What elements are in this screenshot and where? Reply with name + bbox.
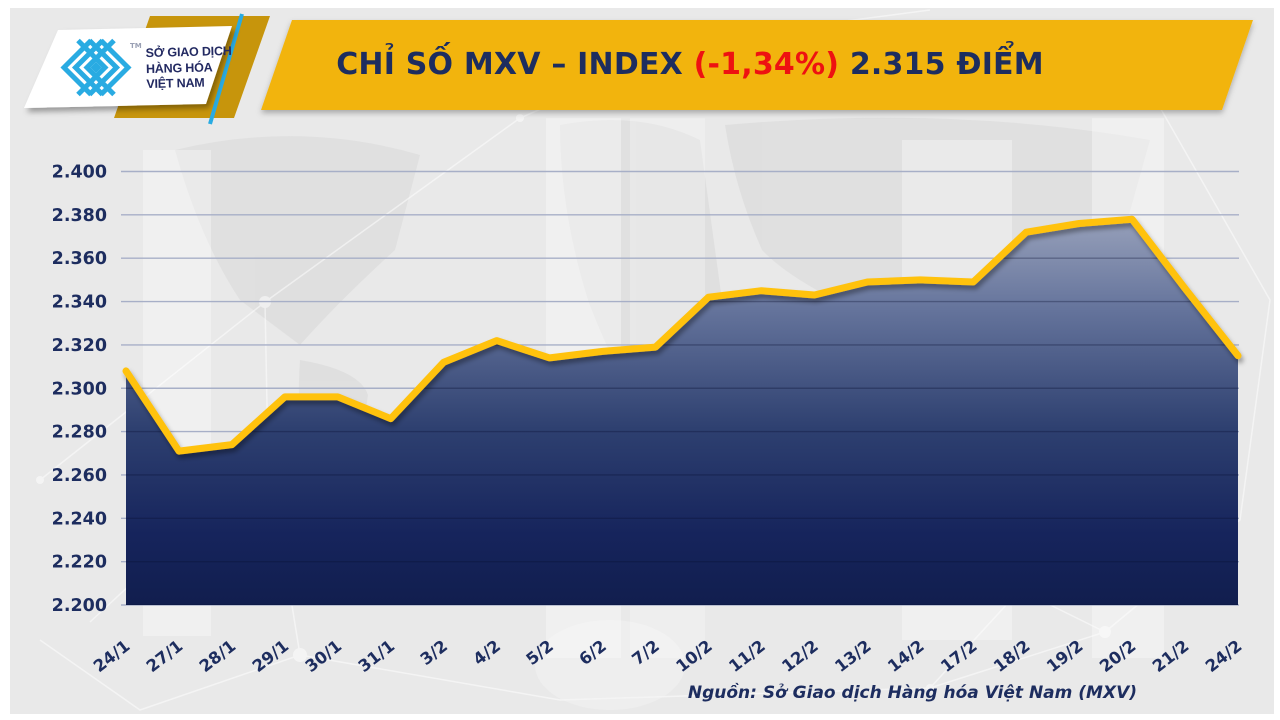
chart-title: CHỈ SỐ MXV – INDEX (-1,34%) 2.315 ĐIỂM [270,47,1110,82]
logo-org-line-1: SỞ GIAO DỊCH [145,43,232,61]
logo-org-line-3: VIỆT NAM [146,75,205,92]
y-axis-labels: 2.200 2.220 2.240 2.260 2.280 2.300 2.320 2.340… [52,163,107,617]
y-tick-label: 2.280 [52,423,107,443]
y-tick-label: 2.340 [52,293,107,313]
title-change-percent: (-1,34%) [693,46,840,82]
banner-ribbon [24,13,1253,125]
index-area-fill [126,219,1238,605]
area-fill-shape [126,219,1238,605]
y-tick-label: 2.300 [52,379,107,399]
y-tick-label: 2.400 [52,163,107,183]
y-tick-label: 2.380 [52,206,107,226]
logo-org-name: SỞ GIAO DỊCH HÀNG HÓA VIỆT NAM [145,44,232,93]
index-line-series [122,215,1242,455]
source-note: Nguồn: Sở Giao dịch Hàng hóa Việt Nam (M… [687,683,1137,703]
y-tick-label: 2.220 [52,553,107,573]
y-tick-label: 2.320 [52,336,107,356]
banner-shape [261,20,1253,110]
index-line [122,215,1242,455]
title-text: CHỈ SỐ MXV – INDEX [336,46,694,82]
y-tick-label: 2.260 [52,466,107,486]
mxv-logo-icon [60,38,132,97]
title-points-value: 2.315 ĐIỂM [839,46,1044,82]
y-tick-label: 2.360 [52,249,107,269]
trademark-symbol: TM [130,42,142,50]
y-tick-label: 2.240 [52,509,107,529]
cyan-accent-line [208,13,244,125]
y-tick-label: 2.200 [52,596,107,616]
